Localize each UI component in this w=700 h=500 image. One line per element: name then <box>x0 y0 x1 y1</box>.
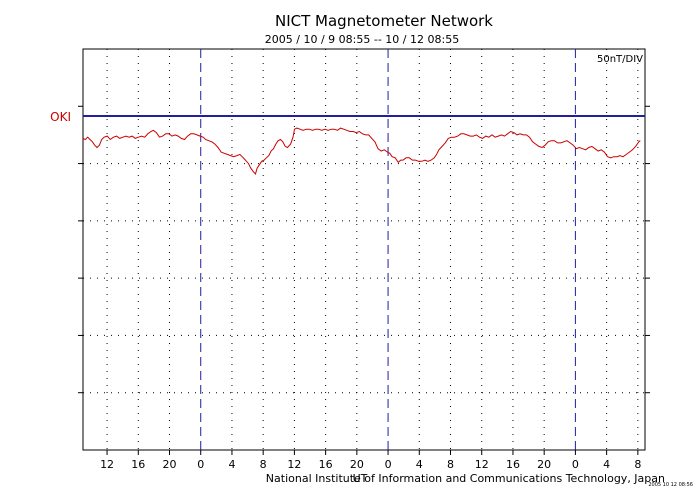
x-tick-label: 20 <box>350 458 364 471</box>
corner-mark: 2005 10 12 08:56 <box>648 482 693 488</box>
x-tick-label: 8 <box>634 458 641 471</box>
chart-subtitle: 2005 / 10 / 9 08:55 -- 10 / 12 08:55 <box>265 33 459 46</box>
x-tick-label: 0 <box>572 458 579 471</box>
x-tick-label: 20 <box>537 458 551 471</box>
x-tick-label: 12 <box>287 458 301 471</box>
x-tick-label: 0 <box>197 458 204 471</box>
grid-layer <box>83 49 645 450</box>
x-tick-label: 12 <box>475 458 489 471</box>
tick-layer: 12 16 20 0 4 8 12 16 20 0 4 8 12 16 20 0 4 8 <box>78 105 650 471</box>
x-tick-label: 4 <box>603 458 610 471</box>
scale-label: 50nT/DIV <box>597 54 643 65</box>
x-tick-label: 4 <box>416 458 423 471</box>
time-unit-label: UT <box>353 472 368 485</box>
x-tick-label: 0 <box>385 458 392 471</box>
x-tick-label: 8 <box>447 458 454 471</box>
x-tick-label: 8 <box>260 458 267 471</box>
x-tick-label: 4 <box>228 458 235 471</box>
x-tick-label: 16 <box>506 458 520 471</box>
x-tick-label: 12 <box>100 458 114 471</box>
chart-title: NICT Magnetometer Network <box>275 12 493 30</box>
x-tick-label: 16 <box>319 458 333 471</box>
station-label: OKI <box>50 110 71 124</box>
credit-text: National Institute of Information and Co… <box>266 472 665 485</box>
series-oki-line <box>82 127 641 175</box>
x-tick-label: 16 <box>131 458 145 471</box>
plot-frame <box>82 48 646 451</box>
x-tick-label: 20 <box>163 458 177 471</box>
